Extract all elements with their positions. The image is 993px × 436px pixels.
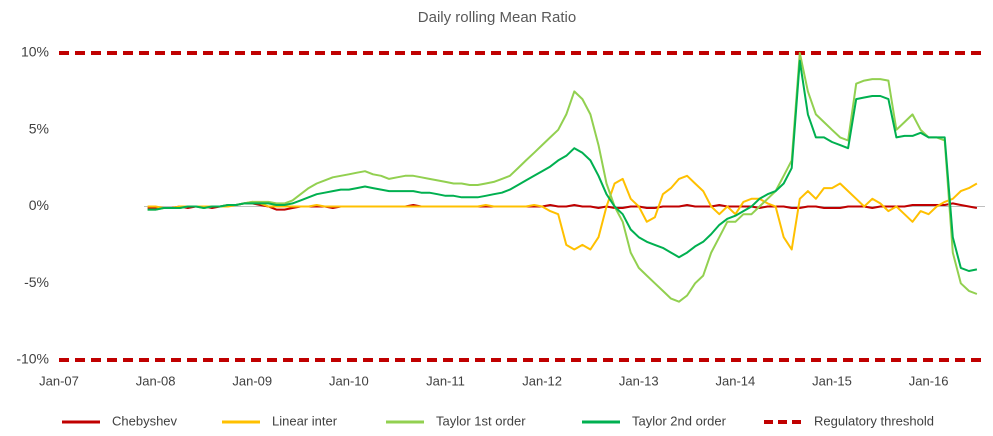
- series-line: [147, 202, 978, 211]
- y-tick-label: -5%: [24, 274, 49, 290]
- x-tick-label: Jan-15: [812, 373, 852, 388]
- x-tick-label: Jan-10: [329, 373, 369, 388]
- x-tick-label: Jan-12: [522, 373, 562, 388]
- legend-label: Taylor 1st order: [436, 413, 526, 428]
- y-tick-label: -10%: [16, 351, 49, 367]
- x-tick-label: Jan-08: [136, 373, 176, 388]
- y-tick-label: 10%: [21, 44, 49, 60]
- x-tick-label: Jan-14: [716, 373, 756, 388]
- chart-title: Daily rolling Mean Ratio: [418, 9, 576, 26]
- x-tick-label: Jan-09: [232, 373, 272, 388]
- series-line: [147, 52, 978, 303]
- legend-label: Chebyshev: [112, 413, 178, 428]
- y-tick-label: 5%: [29, 120, 49, 136]
- x-tick-label: Jan-13: [619, 373, 659, 388]
- legend-label: Taylor 2nd order: [632, 413, 727, 428]
- y-tick-label: 0%: [29, 197, 49, 213]
- series-line: [147, 59, 978, 272]
- x-tick-label: Jan-07: [39, 373, 79, 388]
- legend-label: Linear inter: [272, 413, 338, 428]
- x-tick-label: Jan-16: [909, 373, 949, 388]
- series-line: [147, 174, 978, 251]
- legend-label: Regulatory threshold: [814, 413, 934, 428]
- x-tick-label: Jan-11: [426, 373, 465, 388]
